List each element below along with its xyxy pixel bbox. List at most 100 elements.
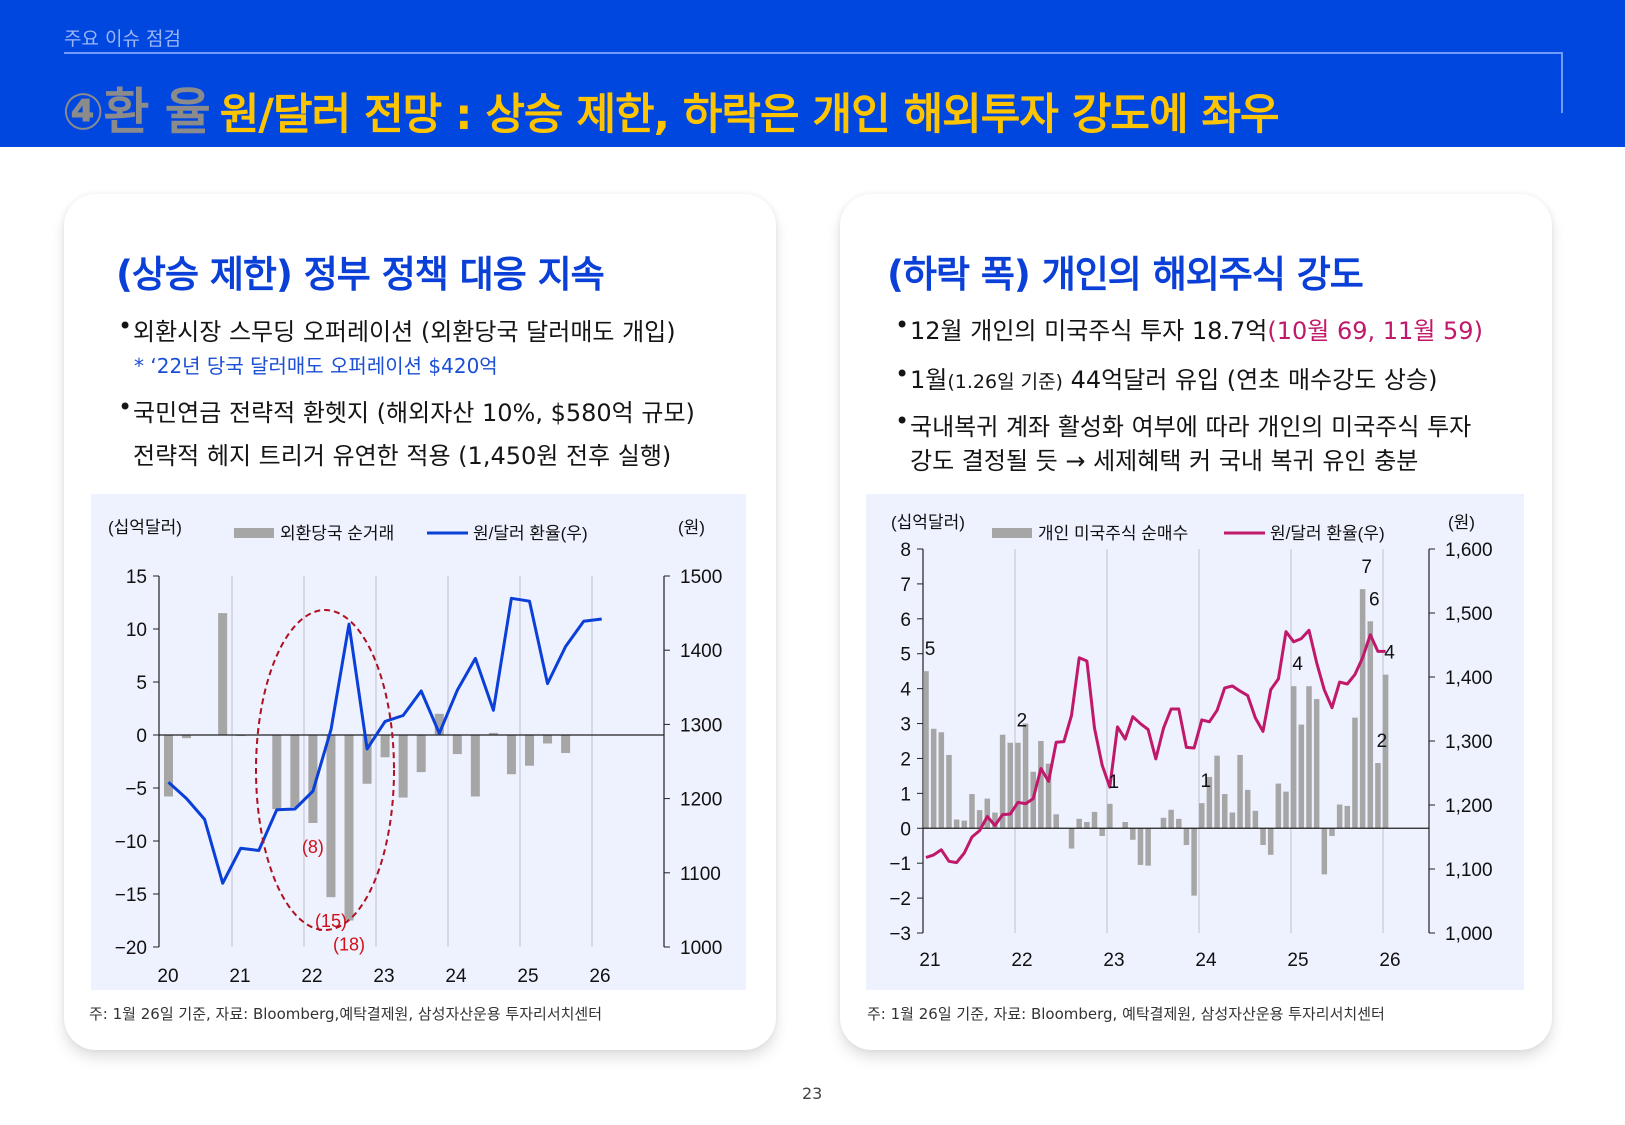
legend-bar-swatch <box>992 528 1032 538</box>
right-tick-label: 1,100 <box>1445 860 1493 881</box>
bar-data-label: 2 <box>1017 711 1028 732</box>
bar <box>218 613 228 735</box>
x-tick-label: 24 <box>445 966 467 987</box>
section-kicker: 주요 이슈 점검 <box>64 28 181 50</box>
bar <box>1022 723 1029 829</box>
right-bullet-2: • 1월(1.26일 기준) 44억달러 유입 (연초 매수강도 상승) <box>895 360 1437 395</box>
header-divider-vertical <box>1561 52 1563 113</box>
bar-data-label: 7 <box>1361 557 1372 578</box>
bar <box>1352 717 1358 829</box>
right-bullet-3-continuation: 강도 결정될 듯 → 세제혜택 커 국내 복귀 유인 충분 <box>910 447 1419 475</box>
page-number: 23 <box>802 1084 823 1103</box>
bullet-dot: • <box>895 360 910 388</box>
bar <box>1237 754 1243 829</box>
bar <box>344 735 354 921</box>
title-main: 원/달러 전망 : 상승 제한, 하락은 개인 해외투자 강도에 좌우 <box>219 90 1280 140</box>
bar <box>290 735 300 808</box>
bar <box>1367 621 1374 829</box>
bar <box>488 732 498 735</box>
bar <box>1321 828 1328 875</box>
bar-data-label: 2 <box>1377 731 1388 752</box>
bar <box>1045 763 1052 829</box>
left-tick-label: 0 <box>136 726 147 747</box>
left-tick-label: −1 <box>889 854 911 875</box>
legend-label: 원/달러 환율(우) <box>1270 524 1385 543</box>
left-bullet-1: • 외환시장 스무딩 오퍼레이션 (외환당국 달러매도 개입) <box>118 312 676 347</box>
x-tick-label: 26 <box>1379 950 1400 971</box>
bar <box>1068 828 1075 849</box>
left-axis-unit: (십억달러) <box>891 513 965 532</box>
bar <box>506 735 516 775</box>
left-tick-label: −5 <box>125 779 147 800</box>
bar <box>1313 699 1320 829</box>
legend-label: 외환당국 순거래 <box>280 524 394 543</box>
bar <box>1130 828 1136 840</box>
bullet-text-small: (1.26일 기준) <box>947 371 1063 393</box>
right-tick-label: 1300 <box>680 715 722 736</box>
highlight-ellipse <box>255 609 395 931</box>
x-tick-label: 20 <box>157 966 178 987</box>
bar-data-label: 1 <box>1109 772 1120 793</box>
legend-bar-swatch <box>234 528 274 538</box>
bar <box>1099 828 1105 836</box>
left-tick-label: −2 <box>889 889 911 910</box>
left-bullet-2: • 국민연금 전략적 환헷지 (해외자산 10%, $580억 규모) <box>118 393 695 428</box>
bar <box>1214 755 1220 829</box>
header-divider <box>64 52 1562 54</box>
right-tick-label: 1,200 <box>1445 796 1493 817</box>
bar <box>1382 674 1389 829</box>
bar <box>308 735 318 823</box>
x-tick-label: 26 <box>589 966 610 987</box>
bar <box>938 732 945 829</box>
bar <box>1122 821 1128 829</box>
x-tick-label: 23 <box>373 966 394 987</box>
bar <box>1007 742 1014 829</box>
bar <box>1283 791 1289 829</box>
x-tick-label: 21 <box>919 950 940 971</box>
bullet-dot: • <box>118 393 133 421</box>
bar <box>452 735 462 755</box>
bar-data-label: 4 <box>1292 654 1303 675</box>
left-bullet-2-continuation: 전략적 헤지 트리거 유연한 적용 (1,450원 전후 실행) <box>133 442 672 470</box>
bar <box>999 734 1006 829</box>
left-axis-unit: (십억달러) <box>108 518 182 537</box>
bar <box>272 735 282 810</box>
right-tick-label: 1,600 <box>1445 540 1493 561</box>
bar <box>1015 742 1021 829</box>
header-banner: 주요 이슈 점검 ④환 율 원/달러 전망 : 상승 제한, 하락은 개인 해외투… <box>0 0 1625 147</box>
x-tick-label: 25 <box>1287 950 1308 971</box>
bar <box>984 798 991 829</box>
right-card-title: (하락 폭) 개인의 해외주식 강도 <box>887 253 1364 296</box>
legend-label: 원/달러 환율(우) <box>473 524 588 543</box>
bar <box>976 810 983 829</box>
bar <box>1107 803 1113 829</box>
bar <box>923 671 929 829</box>
legend-label: 개인 미국주식 순매수 <box>1038 524 1188 543</box>
title-section-number: ④환 율 <box>62 83 211 141</box>
right-tick-label: 1000 <box>680 938 722 959</box>
bar <box>1206 776 1213 829</box>
bar <box>992 812 998 829</box>
exchange-rate-line <box>167 596 602 885</box>
right-tick-label: 1,400 <box>1445 668 1493 689</box>
bar <box>1091 811 1098 829</box>
bar <box>326 735 336 898</box>
bar <box>1344 805 1351 829</box>
bar <box>182 735 192 739</box>
bar-data-label: (18) <box>333 935 365 955</box>
right-tick-label: 1200 <box>680 790 722 811</box>
bar <box>380 735 390 758</box>
right-tick-label: 1500 <box>680 567 722 588</box>
bar <box>930 728 937 829</box>
left-card-title: (상승 제한) 정부 정책 대응 지속 <box>116 253 605 296</box>
bar <box>1053 814 1059 829</box>
bullet-text: 외환시장 스무딩 오퍼레이션 (외환당국 달러매도 개입) <box>133 318 676 346</box>
right-tick-label: 1,000 <box>1445 924 1493 945</box>
x-tick-label: 24 <box>1195 950 1217 971</box>
bar <box>1199 803 1205 829</box>
bullet-text: 국민연금 전략적 환헷지 (해외자산 10%, $580억 규모) <box>133 399 695 427</box>
bar <box>946 754 952 829</box>
bar <box>1191 828 1197 896</box>
bar <box>470 735 480 797</box>
